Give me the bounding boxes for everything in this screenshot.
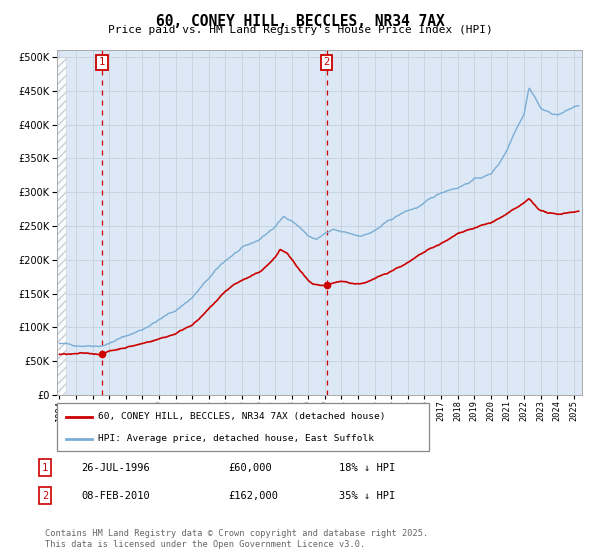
Text: 60, CONEY HILL, BECCLES, NR34 7AX (detached house): 60, CONEY HILL, BECCLES, NR34 7AX (detac… — [98, 412, 385, 421]
Text: 1: 1 — [42, 463, 48, 473]
Text: £60,000: £60,000 — [228, 463, 272, 473]
Text: 26-JUL-1996: 26-JUL-1996 — [81, 463, 150, 473]
Text: 18% ↓ HPI: 18% ↓ HPI — [339, 463, 395, 473]
Text: £162,000: £162,000 — [228, 491, 278, 501]
Text: 60, CONEY HILL, BECCLES, NR34 7AX: 60, CONEY HILL, BECCLES, NR34 7AX — [155, 14, 445, 29]
Text: Price paid vs. HM Land Registry's House Price Index (HPI): Price paid vs. HM Land Registry's House … — [107, 25, 493, 35]
Text: 1: 1 — [98, 57, 105, 67]
Text: 08-FEB-2010: 08-FEB-2010 — [81, 491, 150, 501]
Text: Contains HM Land Registry data © Crown copyright and database right 2025.
This d: Contains HM Land Registry data © Crown c… — [45, 529, 428, 549]
Polygon shape — [57, 57, 66, 395]
Text: 2: 2 — [42, 491, 48, 501]
Text: 2: 2 — [323, 57, 329, 67]
Text: HPI: Average price, detached house, East Suffolk: HPI: Average price, detached house, East… — [98, 435, 374, 444]
Text: 35% ↓ HPI: 35% ↓ HPI — [339, 491, 395, 501]
FancyBboxPatch shape — [57, 403, 429, 451]
